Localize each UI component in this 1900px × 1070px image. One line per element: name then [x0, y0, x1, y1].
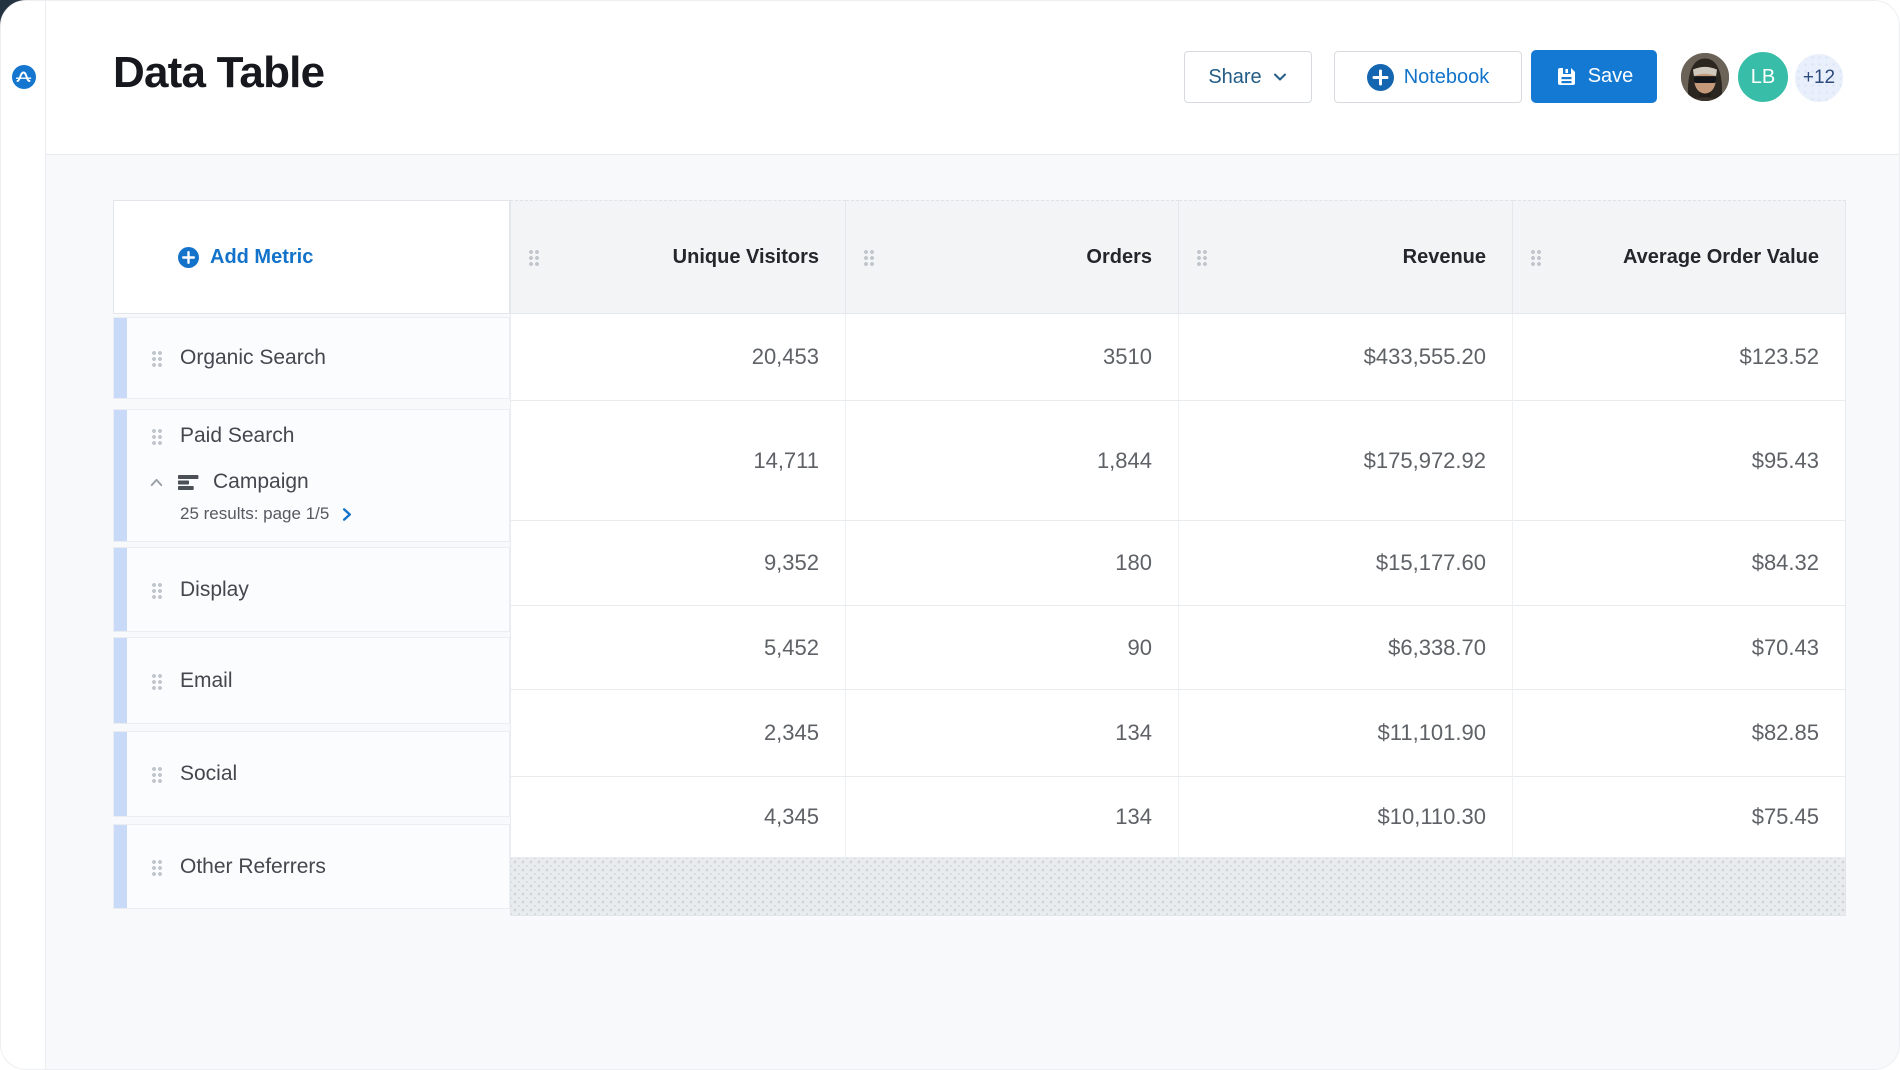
drag-handle-icon[interactable] [150, 765, 162, 783]
drag-handle-icon[interactable] [150, 427, 162, 445]
drag-handle-icon[interactable] [1195, 248, 1207, 266]
table-cell[interactable]: $84.32 [1513, 521, 1846, 606]
table-row-label[interactable]: Social [113, 731, 510, 817]
avatar[interactable] [1679, 51, 1731, 103]
chevron-down-icon [1273, 73, 1286, 81]
table-cell[interactable]: 14,711 [510, 401, 846, 521]
notebook-button[interactable]: Notebook [1334, 51, 1522, 103]
table-cell[interactable]: 90 [846, 606, 1179, 690]
table-cell[interactable]: $175,972.92 [1179, 401, 1513, 521]
amplitude-logo-icon[interactable] [12, 65, 36, 89]
drag-handle-icon[interactable] [862, 248, 874, 266]
drag-handle-icon[interactable] [150, 857, 162, 876]
row-accent-bar [114, 732, 127, 816]
table-row-label[interactable]: Organic Search [113, 317, 510, 399]
column-header[interactable]: Revenue [1179, 200, 1513, 314]
drag-handle-icon[interactable] [150, 671, 162, 690]
column-header-label: Orders [1086, 245, 1152, 268]
app-sidebar [1, 1, 46, 1069]
column-header[interactable]: Average Order Value [1513, 200, 1846, 314]
drag-handle-icon[interactable] [527, 248, 539, 266]
drag-handle-icon[interactable] [150, 580, 162, 599]
notebook-label: Notebook [1403, 65, 1490, 88]
add-metric-button[interactable]: Add Metric [178, 246, 313, 269]
share-button[interactable]: Share [1184, 51, 1312, 103]
row-label-text: Social [180, 762, 238, 785]
breakdown-name: Campaign [213, 470, 309, 493]
row-accent-bar [114, 638, 127, 723]
table-row-label[interactable]: Display [113, 547, 510, 632]
table-cell[interactable]: $11,101.90 [1179, 690, 1513, 777]
row-label-text: Other Referrers [180, 854, 326, 878]
table-cell[interactable]: $10,110.30 [1179, 777, 1513, 858]
share-label: Share [1208, 65, 1262, 88]
column-header-label: Average Order Value [1622, 245, 1819, 268]
column-header[interactable]: Unique Visitors [510, 200, 846, 314]
row-accent-bar [114, 548, 127, 631]
content-area: Add Metric Unique Visitors Orders Revenu… [46, 155, 1899, 1069]
breakdown-row[interactable]: Campaign [114, 470, 509, 494]
row-label-text: Paid Search [180, 424, 295, 447]
table-cell[interactable]: $82.85 [1513, 690, 1846, 777]
table-cell[interactable]: $123.52 [1513, 314, 1846, 401]
column-header-label: Unique Visitors [672, 245, 819, 268]
column-header[interactable]: Orders [846, 200, 1179, 314]
row-label-text: Email [180, 668, 233, 692]
breakdown-bars-icon [178, 474, 199, 490]
table-row-label[interactable]: Email [113, 637, 510, 724]
row-accent-bar [114, 825, 127, 908]
table-cell[interactable]: 180 [846, 521, 1179, 606]
table-cell[interactable]: $95.43 [1513, 401, 1846, 521]
table-cell[interactable]: $15,177.60 [1179, 521, 1513, 606]
table-cell[interactable]: 9,352 [510, 521, 846, 606]
table-cell[interactable]: 134 [846, 777, 1179, 858]
chevron-right-icon[interactable] [339, 507, 354, 522]
topbar: Data Table Share Notebook Save [46, 1, 1899, 155]
add-metric-label: Add Metric [210, 245, 314, 268]
table-footer-strip [510, 858, 1846, 916]
table-cell[interactable]: 1,844 [846, 401, 1179, 521]
table-cell[interactable]: $433,555.20 [1179, 314, 1513, 401]
table-cell[interactable]: 20,453 [510, 314, 846, 401]
table-cell[interactable]: $70.43 [1513, 606, 1846, 690]
table-cell[interactable]: 3510 [846, 314, 1179, 401]
save-button[interactable]: Save [1531, 50, 1657, 103]
table-cell[interactable]: 4,345 [510, 777, 846, 858]
table-cell[interactable]: $6,338.70 [1179, 606, 1513, 690]
plus-circle-icon [178, 246, 199, 268]
row-accent-bar [114, 410, 127, 541]
table-cell[interactable]: 5,452 [510, 606, 846, 690]
avatar-initials[interactable]: LB [1736, 50, 1790, 104]
save-label: Save [1587, 65, 1634, 87]
table-cell[interactable]: $75.45 [1513, 777, 1846, 858]
table-row-label[interactable]: Paid Search Campaign 25 results: page 1/… [113, 409, 510, 542]
table-cell[interactable]: 2,345 [510, 690, 846, 777]
add-metric-cell: Add Metric [113, 200, 510, 314]
pagination-text: 25 results: page 1/5 [180, 504, 330, 523]
breakdown-pagination[interactable]: 25 results: page 1/5 [114, 504, 509, 524]
row-label-text: Display [180, 577, 249, 601]
table-cell[interactable]: 134 [846, 690, 1179, 777]
save-icon [1557, 68, 1575, 85]
plus-circle-icon [1366, 63, 1394, 91]
collapse-caret-icon[interactable] [148, 474, 165, 491]
avatar-overflow-badge[interactable]: +12 [1793, 52, 1845, 104]
column-header-label: Revenue [1402, 245, 1486, 268]
page-title: Data Table [113, 48, 325, 97]
row-label-text: Organic Search [180, 346, 326, 369]
drag-handle-icon[interactable] [150, 349, 162, 367]
row-accent-bar [114, 318, 127, 398]
table-row-label[interactable]: Other Referrers [113, 824, 510, 909]
drag-handle-icon[interactable] [1529, 248, 1541, 266]
